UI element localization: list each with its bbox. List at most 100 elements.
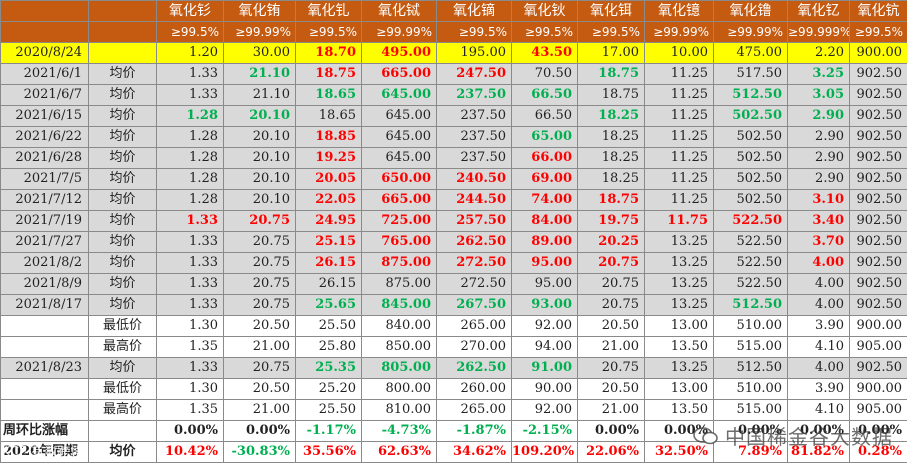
row-date [0,336,89,358]
row-label: 均价 [88,294,157,316]
header-purity: ≥99.5% [511,21,578,43]
price-cell: 11.25 [644,189,714,211]
price-cell: 262.50 [436,357,512,379]
price-cell: 20.10 [223,189,296,211]
price-cell: 522.50 [713,252,788,274]
price-cell: 25.80 [295,336,362,358]
price-cell: 20.25 [577,231,645,253]
row-label [88,420,157,442]
table-row: 2021/8/2 均价 1.33 20.75 26.15 875.00 272.50 95.0… [0,252,907,274]
table-row: 2020年同期 均价 10.42% -30.83% 35.56% 62.63% 34.62%… [0,441,907,463]
price-cell: 65.00 [511,126,578,148]
row-date [0,399,89,421]
row-date: 2020/8/24 [0,42,89,64]
price-cell: 0.00% [156,420,224,442]
price-cell: 3.05 [787,84,850,106]
header-row-purity: ≥99.5% ≥99.99% ≥99.5% ≥99.99% ≥99.5% ≥99.5% ≥9… [0,21,907,43]
price-cell: 19.75 [577,210,645,232]
price-cell: 665.00 [361,189,437,211]
price-cell: 267.50 [436,294,512,316]
price-cell: 237.50 [436,147,512,169]
header-row-names: 氧化钐 氧化铕 氧化钆 氧化铽 氧化镝 氧化钬 氧化铒 氧化镱 氧化镥 氧化钇 氧化钪 [0,0,907,22]
price-cell: 20.75 [577,252,645,274]
price-cell: 20.75 [223,357,296,379]
price-cell: 18.25 [577,126,645,148]
price-cell: 810.00 [361,399,437,421]
price-cell: 70.50 [511,63,578,85]
row-label: 最低价 [88,315,157,337]
price-cell: 902.50 [849,294,907,316]
price-cell: 902.50 [849,210,907,232]
price-cell: 850.00 [361,336,437,358]
header-purity: ≥99.99% [713,21,788,43]
price-cell: 20.50 [577,315,645,337]
price-cell: 13.25 [644,357,714,379]
header-oxide-name: 氧化钐 [156,0,224,22]
price-cell: 62.63% [361,441,437,463]
price-cell: 1.20 [156,42,224,64]
price-cell: 902.50 [849,189,907,211]
price-cell: 515.00 [713,336,788,358]
price-cell: 13.25 [644,252,714,274]
row-date: 2021/7/12 [0,189,89,211]
price-cell: 902.50 [849,231,907,253]
header-purity: ≥99.99% [361,21,437,43]
price-cell: 32.50% [644,441,714,463]
price-cell: 20.05 [295,168,362,190]
price-cell: 10.42% [156,441,224,463]
price-cell: 20.75 [577,294,645,316]
price-cell: 13.25 [644,294,714,316]
row-date: 2021/6/1 [0,63,89,85]
price-cell: 19.25 [295,147,362,169]
price-cell: 502.50 [713,168,788,190]
price-cell: 21.10 [223,63,296,85]
price-cell: 18.85 [295,126,362,148]
price-cell: 20.50 [577,378,645,400]
price-cell: 25.20 [295,378,362,400]
price-cell: 240.50 [436,168,512,190]
price-cell: 18.25 [577,147,645,169]
price-cell: 512.50 [713,294,788,316]
header-purity: ≥99.99% [223,21,296,43]
price-cell: 30.00 [223,42,296,64]
header-purity: ≥99.5% [577,21,645,43]
header-purity: ≥99.999% [787,21,850,43]
table-row: 最高价 1.35 21.00 25.80 850.00 270.00 94.00 21.00 1… [0,336,907,358]
price-cell: 92.00 [511,399,578,421]
row-date: 2021/7/5 [0,168,89,190]
price-cell: 17.00 [577,42,645,64]
price-cell: 502.50 [713,105,788,127]
price-cell: 4.10 [787,336,850,358]
row-label: 最高价 [88,399,157,421]
price-cell: 272.50 [436,252,512,274]
price-cell: -2.15% [511,420,578,442]
price-cell: 18.75 [577,84,645,106]
price-cell: 93.00 [511,294,578,316]
price-cell: 1.33 [156,357,224,379]
price-cell: 845.00 [361,294,437,316]
row-date: 2021/8/9 [0,273,89,295]
price-cell: 902.50 [849,168,907,190]
row-label: 均价 [88,63,157,85]
price-cell: 25.15 [295,231,362,253]
price-cell: 2.90 [787,147,850,169]
price-cell: 22.06% [577,441,645,463]
price-cell: 66.00 [511,147,578,169]
price-cell: 95.00 [511,273,578,295]
price-cell: 875.00 [361,273,437,295]
price-cell: 805.00 [361,357,437,379]
price-cell: 1.33 [156,273,224,295]
price-cell: 665.00 [361,63,437,85]
price-cell: 25.50 [295,315,362,337]
row-date: 2021/6/15 [0,105,89,127]
price-cell: 26.15 [295,273,362,295]
price-cell: 247.50 [436,63,512,85]
price-cell: 237.50 [436,126,512,148]
row-date: 2021/6/7 [0,84,89,106]
header-blank [0,21,89,43]
row-label: 均价 [88,252,157,274]
row-label: 均价 [88,273,157,295]
price-cell: 11.25 [644,84,714,106]
price-cell: 10.00 [644,42,714,64]
